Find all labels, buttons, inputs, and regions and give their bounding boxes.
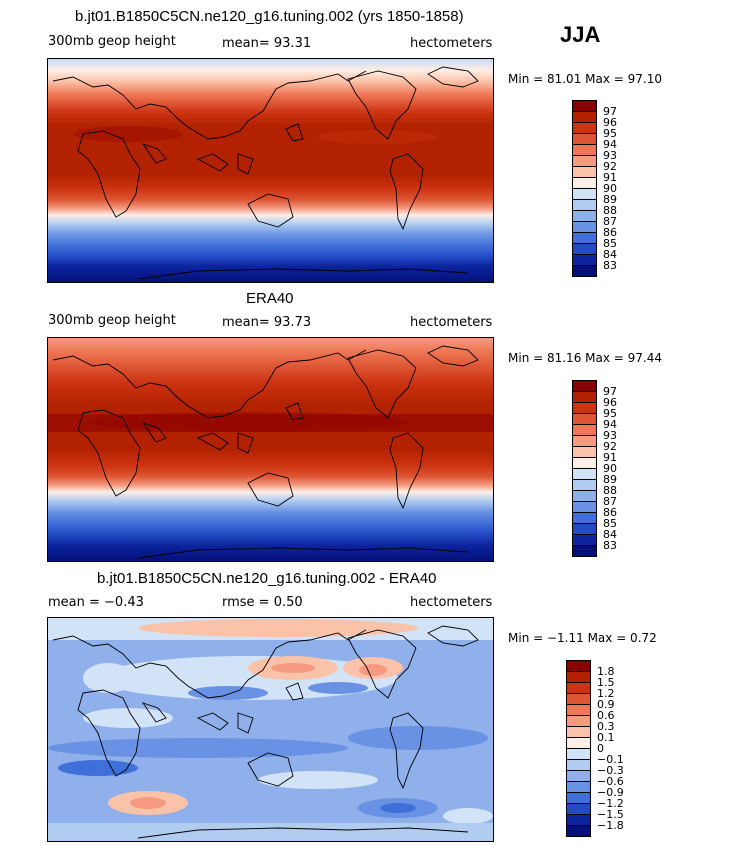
colorbar-tick-label: 94 — [603, 418, 617, 431]
panel2-coastlines — [52, 345, 479, 559]
colorbar-tick-label: 0 — [597, 742, 604, 755]
colorbar-tick-label: 96 — [603, 116, 617, 129]
panel2-mean-label: mean= 93.73 — [222, 315, 312, 330]
colorbar-tick-label: 89 — [603, 193, 617, 206]
colorbar-tick-label: 97 — [603, 105, 617, 118]
colorbar-tick-label: 95 — [603, 127, 617, 140]
colorbar-tick-label: 1.2 — [597, 687, 615, 700]
colorbar-tick-label: −1.5 — [597, 808, 624, 821]
panel2-variable-label: 300mb geop height — [48, 313, 176, 328]
colorbar-tick-label: 87 — [603, 215, 617, 228]
colorbar-swatch — [572, 545, 597, 557]
colorbar-tick-label: 91 — [603, 451, 617, 464]
colorbar-tick-label: 0.3 — [597, 720, 615, 733]
colorbar-tick-label: −0.9 — [597, 786, 624, 799]
colorbar-tick-label: −1.8 — [597, 819, 624, 832]
colorbar-tick-label: 94 — [603, 138, 617, 151]
panel1-map — [47, 58, 494, 283]
colorbar-tick-label: 83 — [603, 539, 617, 552]
panel3-coastlines — [52, 625, 479, 839]
colorbar-tick-label: 93 — [603, 429, 617, 442]
colorbar-tick-label: 0.1 — [597, 731, 615, 744]
colorbar-swatch — [566, 825, 591, 837]
colorbar-tick-label: −0.1 — [597, 753, 624, 766]
panel3-rmse-label: rmse = 0.50 — [222, 595, 303, 610]
colorbar-tick-label: 1.8 — [597, 665, 615, 678]
colorbar-tick-label: 92 — [603, 440, 617, 453]
colorbar-tick-label: 85 — [603, 237, 617, 250]
colorbar-tick-label: 83 — [603, 259, 617, 272]
panel2-map — [47, 337, 494, 562]
colorbar-tick-label: 90 — [603, 182, 617, 195]
panel2-title: ERA40 — [246, 290, 294, 307]
colorbar-tick-label: 88 — [603, 204, 617, 217]
colorbar-tick-label: 84 — [603, 528, 617, 541]
panel2-colorbar: 97 96 95 94 93 92 91 90 89 88 87 86 85 84 83 — [572, 380, 632, 557]
panel1-units-label: hectometers — [410, 36, 493, 51]
colorbar-tick-label: 85 — [603, 517, 617, 530]
colorbar-tick-label: 97 — [603, 385, 617, 398]
colorbar-swatch — [572, 265, 597, 277]
colorbar-tick-label: 91 — [603, 171, 617, 184]
colorbar-tick-label: 1.5 — [597, 676, 615, 689]
colorbar-tick-label: 89 — [603, 473, 617, 486]
panel2-minmax: Min = 81.16 Max = 97.44 — [508, 351, 662, 365]
colorbar-tick-label: 0.9 — [597, 698, 615, 711]
panel1-mean-label: mean= 93.31 — [222, 36, 312, 51]
colorbar-tick-label: 96 — [603, 396, 617, 409]
colorbar-tick-label: 86 — [603, 506, 617, 519]
panel1-coastlines — [52, 66, 479, 280]
colorbar-tick-label: 86 — [603, 226, 617, 239]
colorbar-tick-label: −0.6 — [597, 775, 624, 788]
panel3-units-label: hectometers — [410, 595, 493, 610]
panel1-title: b.jt01.B1850C5CN.ne120_g16.tuning.002 (y… — [75, 8, 464, 25]
colorbar-tick-label: −0.3 — [597, 764, 624, 777]
panel3-mean-label: mean = −0.43 — [48, 595, 144, 610]
colorbar-tick-label: 88 — [603, 484, 617, 497]
colorbar-tick-label: 84 — [603, 248, 617, 261]
panel3-minmax: Min = −1.11 Max = 0.72 — [508, 631, 657, 645]
colorbar-tick-label: 92 — [603, 160, 617, 173]
panel1-variable-label: 300mb geop height — [48, 34, 176, 49]
colorbar-tick-label: 93 — [603, 149, 617, 162]
panel1-minmax: Min = 81.01 Max = 97.10 — [508, 72, 662, 86]
panel3-colorbar: 1.8 1.5 1.2 0.9 0.6 0.3 0.1 0 −0.1 −0.3 −0.6 −0.9 −1… — [566, 660, 632, 837]
colorbar-tick-label: 95 — [603, 407, 617, 420]
panel3-map — [47, 617, 494, 842]
panel2-units-label: hectometers — [410, 315, 493, 330]
panel3-title: b.jt01.B1850C5CN.ne120_g16.tuning.002 - … — [97, 570, 437, 587]
colorbar-tick-label: 0.6 — [597, 709, 615, 722]
colorbar-tick-label: 90 — [603, 462, 617, 475]
panel1-colorbar: 97 96 95 94 93 92 91 90 89 88 87 86 85 84 83 — [572, 100, 632, 277]
season-label: JJA — [560, 22, 601, 47]
colorbar-tick-label: 87 — [603, 495, 617, 508]
colorbar-tick-label: −1.2 — [597, 797, 624, 810]
